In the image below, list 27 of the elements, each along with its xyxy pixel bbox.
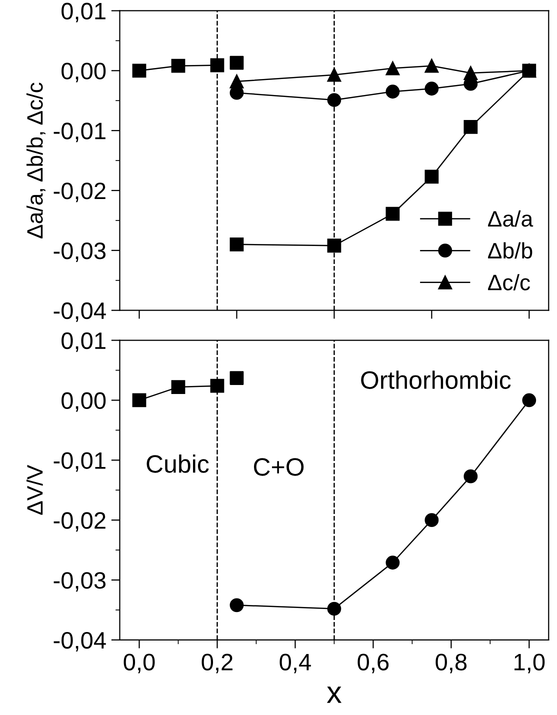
- annotation: C+O: [254, 458, 304, 476]
- x-tick-label: 0,2: [202, 654, 232, 674]
- y-tick-label: -0,03: [54, 572, 106, 592]
- y-tick-label: -0,01: [54, 122, 106, 142]
- x-tick-label: 0,8: [436, 654, 467, 674]
- y-tick-label: 0,01: [62, 2, 106, 22]
- y-tick-label: 0,00: [62, 392, 106, 412]
- y-tick-label: 0,01: [62, 332, 106, 352]
- annotation: Cubic: [146, 454, 209, 473]
- legend-label: Δa/a: [488, 210, 534, 227]
- y-tick-label: 0,00: [62, 62, 106, 82]
- x-tick-label: 1,0: [514, 654, 545, 674]
- x-tick-label: 0,0: [124, 654, 155, 674]
- legend-label: Δb/b: [488, 242, 532, 259]
- y-tick-label: -0,04: [54, 302, 106, 322]
- legend-label: Δc/c: [488, 274, 530, 290]
- y-axis-title: ΔV/V: [26, 464, 43, 515]
- y-tick-label: -0,02: [54, 182, 106, 202]
- x-tick-label: 0,6: [358, 654, 389, 674]
- y-axis-title: Δa/a, Δb/b, Δc/c: [26, 82, 46, 238]
- y-tick-label: -0,01: [54, 452, 106, 472]
- y-tick-label: -0,04: [54, 632, 106, 652]
- annotation: Orthorhombic: [361, 370, 511, 389]
- x-tick-label: 0,4: [280, 654, 311, 674]
- x-axis-title: x: [326, 686, 342, 703]
- y-tick-label: -0,02: [54, 512, 106, 532]
- y-tick-label: -0,03: [54, 242, 106, 262]
